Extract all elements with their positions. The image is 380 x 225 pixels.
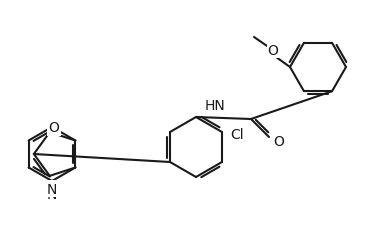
Text: N: N: [47, 187, 57, 201]
Text: O: O: [273, 134, 284, 148]
Text: O: O: [48, 121, 59, 135]
Text: N: N: [46, 182, 57, 196]
Text: O: O: [268, 44, 279, 58]
Text: HN: HN: [205, 99, 226, 112]
Text: Cl: Cl: [230, 127, 244, 141]
